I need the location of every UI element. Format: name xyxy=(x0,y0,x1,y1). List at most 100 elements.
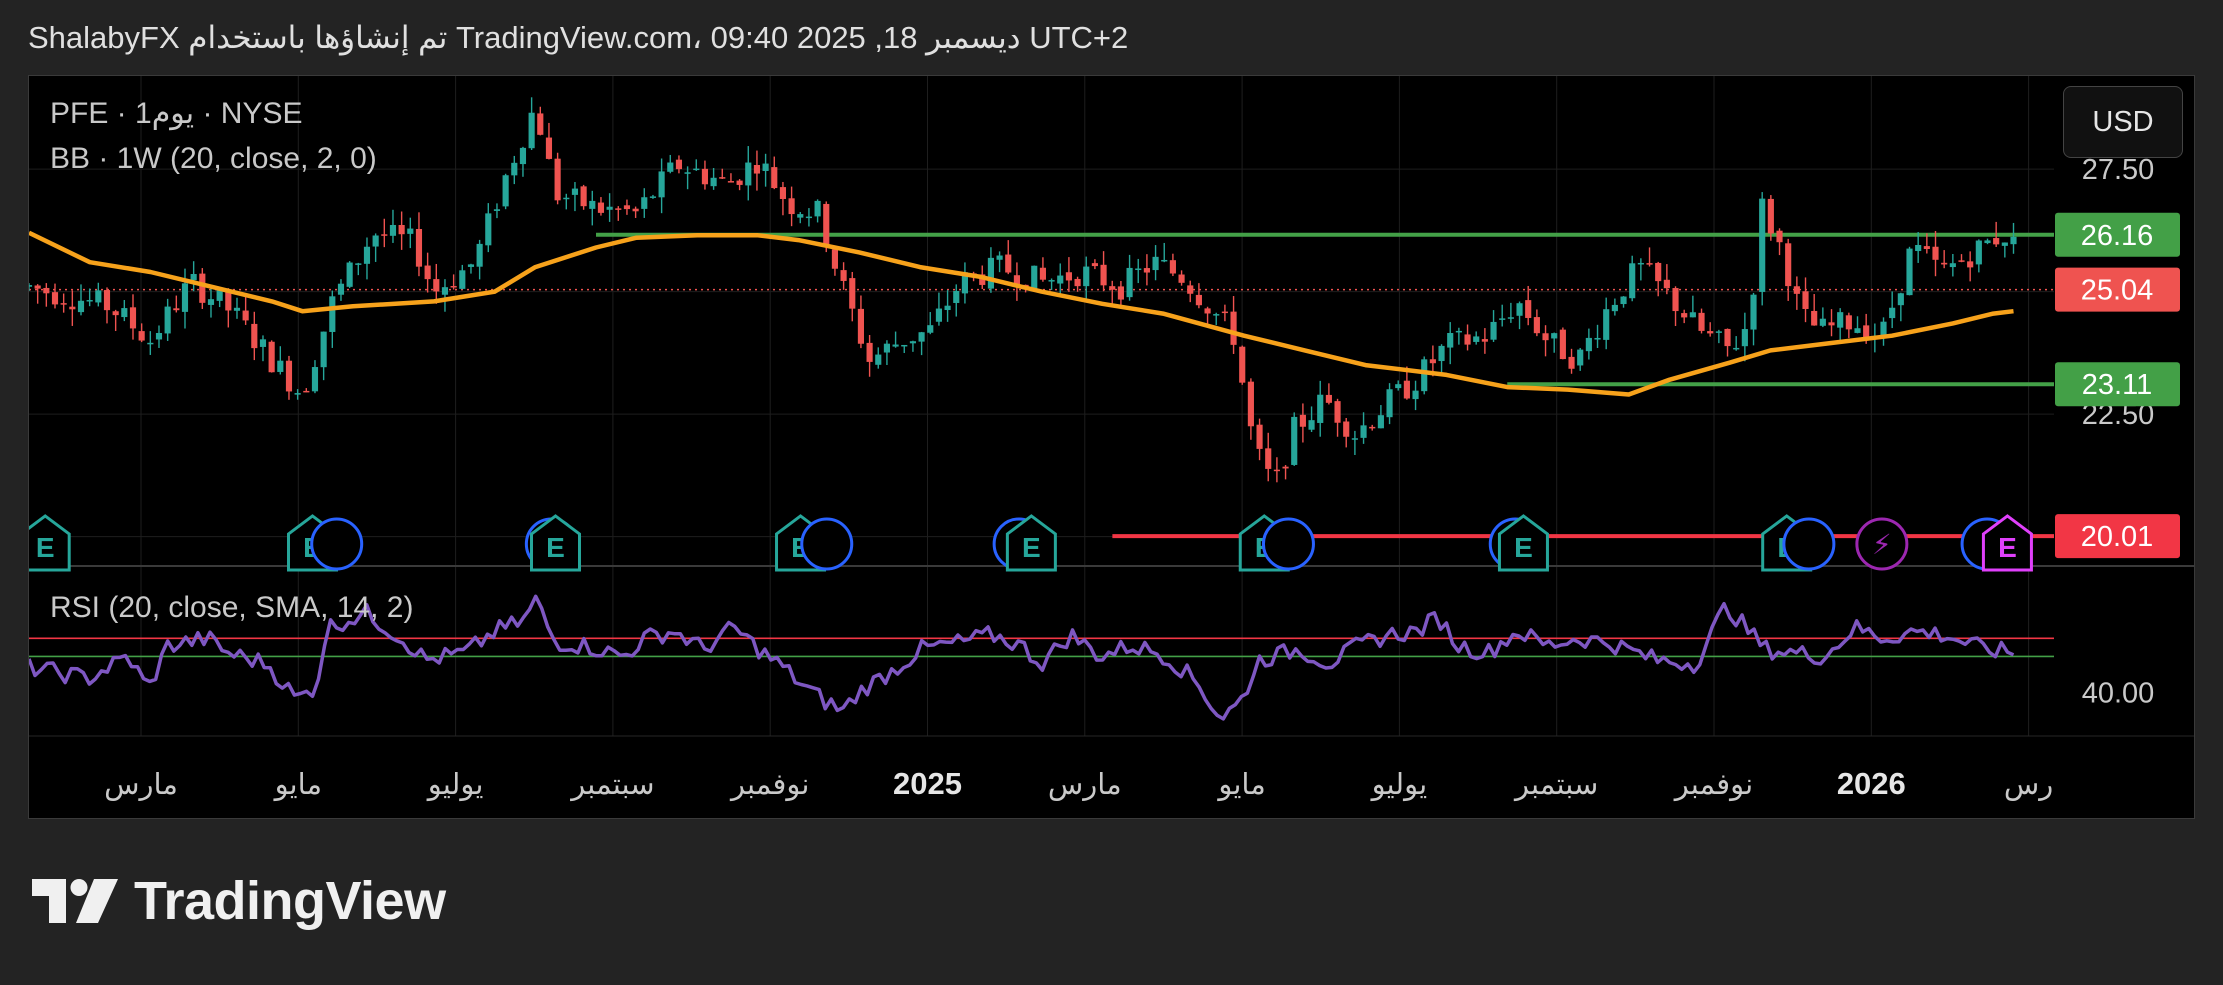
candle-body xyxy=(207,299,215,305)
candle-body xyxy=(1464,334,1471,345)
candle-body xyxy=(129,307,137,329)
candle-body xyxy=(1438,345,1445,362)
candle-body xyxy=(1031,265,1038,291)
candle-body xyxy=(1603,309,1610,340)
candle-body xyxy=(1637,262,1644,265)
candle-body xyxy=(1889,307,1896,319)
candle-body xyxy=(632,208,639,212)
candle-body xyxy=(1802,291,1809,309)
bb-indicator-legend[interactable]: BB · 1W (20, close, 2, 0) xyxy=(50,142,377,175)
candle-body xyxy=(1143,268,1150,273)
candle-body xyxy=(1152,256,1159,271)
candle-body xyxy=(43,287,50,294)
candle-body xyxy=(268,341,275,373)
currency-button[interactable]: USD xyxy=(2063,86,2183,158)
candle-body xyxy=(597,202,605,213)
candle-body xyxy=(831,249,839,269)
candle-body xyxy=(675,159,683,170)
candle-body xyxy=(433,279,440,292)
candle-body xyxy=(1343,421,1350,437)
candle-body xyxy=(918,332,925,342)
candle-body xyxy=(121,308,128,318)
candle-body xyxy=(1828,322,1835,326)
candle-body xyxy=(251,323,258,349)
candle-body xyxy=(667,162,674,172)
candle-body xyxy=(623,205,631,210)
candle-body xyxy=(779,187,787,199)
candle-body xyxy=(1681,313,1688,318)
candle-body xyxy=(927,325,934,333)
candle-body xyxy=(355,263,362,265)
candle-body xyxy=(1187,285,1194,294)
candle-body xyxy=(649,196,657,198)
candle-body xyxy=(233,307,241,311)
candle-body xyxy=(459,270,466,289)
candle-body xyxy=(1819,318,1826,326)
candle-body xyxy=(1715,331,1722,333)
candle-body xyxy=(1923,246,1930,250)
candle-body xyxy=(875,354,882,365)
bollinger-basis-line xyxy=(29,230,2014,397)
price-level-tag xyxy=(2055,362,2180,407)
candle-body xyxy=(901,344,908,347)
candle-body xyxy=(979,274,986,285)
candle-body xyxy=(606,206,613,210)
candle-body xyxy=(1568,356,1575,369)
candle-body xyxy=(849,278,856,309)
candle-body xyxy=(1975,240,1982,265)
time-axis-tick: رس xyxy=(2004,769,2053,801)
symbol-legend[interactable]: PFE · 1يوم · NYSE xyxy=(50,97,303,130)
price-level-tag-label: 26.16 xyxy=(2081,220,2154,252)
time-axis-tick: 2026 xyxy=(1837,766,1906,801)
candle-body xyxy=(719,177,726,179)
candle-body xyxy=(1776,230,1783,243)
chart-container[interactable]: EEEEDEEDEE⚡E27.5022.5026.1623.1120.0125.… xyxy=(28,75,2195,819)
candle-body xyxy=(1646,263,1653,265)
candle-body xyxy=(285,360,293,392)
tradingview-logo[interactable]: TradingView xyxy=(32,870,446,932)
candle-body xyxy=(398,225,405,235)
candle-body xyxy=(1854,328,1861,333)
rsi-line xyxy=(29,594,2015,721)
candle-body xyxy=(797,214,804,218)
candle-body xyxy=(1299,414,1306,427)
candle-body xyxy=(485,213,492,246)
candle-body xyxy=(1473,336,1480,342)
price-level-tag-label: 20.01 xyxy=(2081,521,2154,553)
candle-body xyxy=(1221,311,1228,314)
candle-body xyxy=(1915,245,1922,252)
candle-body xyxy=(1239,346,1246,383)
candle-body xyxy=(51,292,59,305)
candle-body xyxy=(1533,317,1540,334)
candle-body xyxy=(1897,293,1904,306)
candle-body xyxy=(1490,321,1497,340)
candle-body xyxy=(1949,263,1956,268)
candle-body xyxy=(805,216,813,219)
candle-body xyxy=(1074,278,1081,287)
price-chart-svg[interactable]: EEEEDEEDEE⚡E27.5022.5026.1623.1120.0125.… xyxy=(29,76,2195,819)
candle-body xyxy=(771,167,778,189)
candle-body xyxy=(329,296,336,332)
candle-body xyxy=(1117,286,1124,300)
candle-body xyxy=(1594,337,1601,340)
candle-body xyxy=(987,257,994,289)
candle-body xyxy=(1863,325,1870,341)
candle-body xyxy=(1100,264,1107,286)
candle-body xyxy=(753,164,761,174)
candle-body xyxy=(1291,416,1298,465)
candle-body xyxy=(1542,333,1549,341)
candle-body xyxy=(693,168,700,171)
rsi-indicator-legend[interactable]: RSI (20, close, SMA, 14, 2) xyxy=(50,591,414,624)
candle-body xyxy=(441,287,449,295)
candles-group xyxy=(29,97,2017,483)
candle-body xyxy=(476,243,483,267)
price-level-tag xyxy=(2055,212,2180,257)
candle-body xyxy=(147,342,154,345)
candle-body xyxy=(493,209,501,211)
candle-body xyxy=(1845,315,1852,330)
candle-body xyxy=(1993,238,2000,245)
candle-body xyxy=(1525,300,1532,318)
time-axis-tick: يوليو xyxy=(1370,769,1428,801)
candle-body xyxy=(814,200,821,217)
candle-body xyxy=(1499,318,1506,320)
